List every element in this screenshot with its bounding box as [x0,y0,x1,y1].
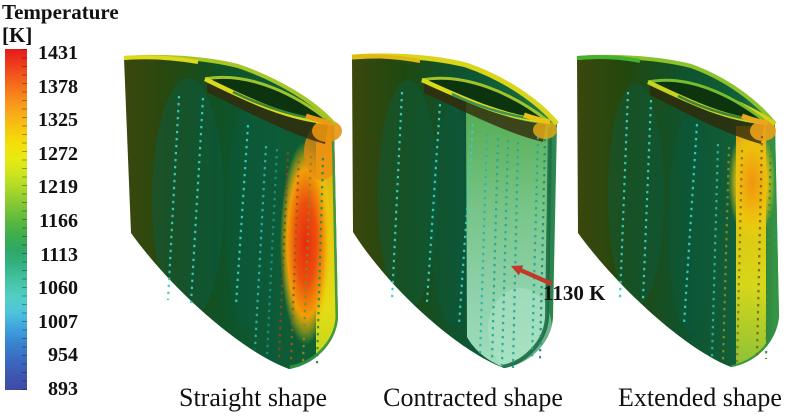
colorbar-tick: 1219 [38,176,78,198]
caption-contracted-shape: Contracted shape [383,383,563,412]
colorbar-tick: 1166 [39,210,78,232]
colorbar-unit: [K] [2,23,33,47]
cooling-hole-rows-contracted [390,91,547,369]
blade-contracted-rendering [351,53,559,369]
cooling-hole-rows-straight [166,95,325,365]
colorbar [5,49,27,390]
colorbar-minor-ticks [22,49,27,390]
colorbar-tick: 1325 [38,109,78,131]
caption-straight-shape: Straight shape [178,383,328,412]
colorbar-tick: 1378 [38,76,78,98]
annotation-label: 1130 K [543,281,606,305]
hot-spot-extended [728,124,776,240]
blade-straight-tip-opening [204,75,333,126]
colorbar-tick: 1431 [38,42,78,64]
blade-extended-rendering [576,54,779,368]
colorbar-tick: 1113 [40,244,78,266]
colorbar-tick: 1060 [38,277,78,299]
colorbar-tick: 893 [48,378,78,400]
colorbar-tick: 1272 [38,143,78,165]
cooling-hole-rows-extended [618,91,773,365]
colorbar-title: Temperature [2,0,119,24]
caption-extended-shape: Extended shape [618,383,782,412]
blade-extended-tip-opening [647,78,769,126]
blade-straight-rendering [123,54,342,370]
annotation-arrow-icon [511,265,553,286]
colorbar-tick-labels: 1431 1378 1325 1272 1219 1166 1113 1060 … [30,0,78,416]
colorbar-tick: 1007 [38,311,78,333]
blade-contracted-tip-opening [421,76,551,125]
colorbar-tick: 954 [48,344,78,366]
blade-extended-body [577,56,779,368]
